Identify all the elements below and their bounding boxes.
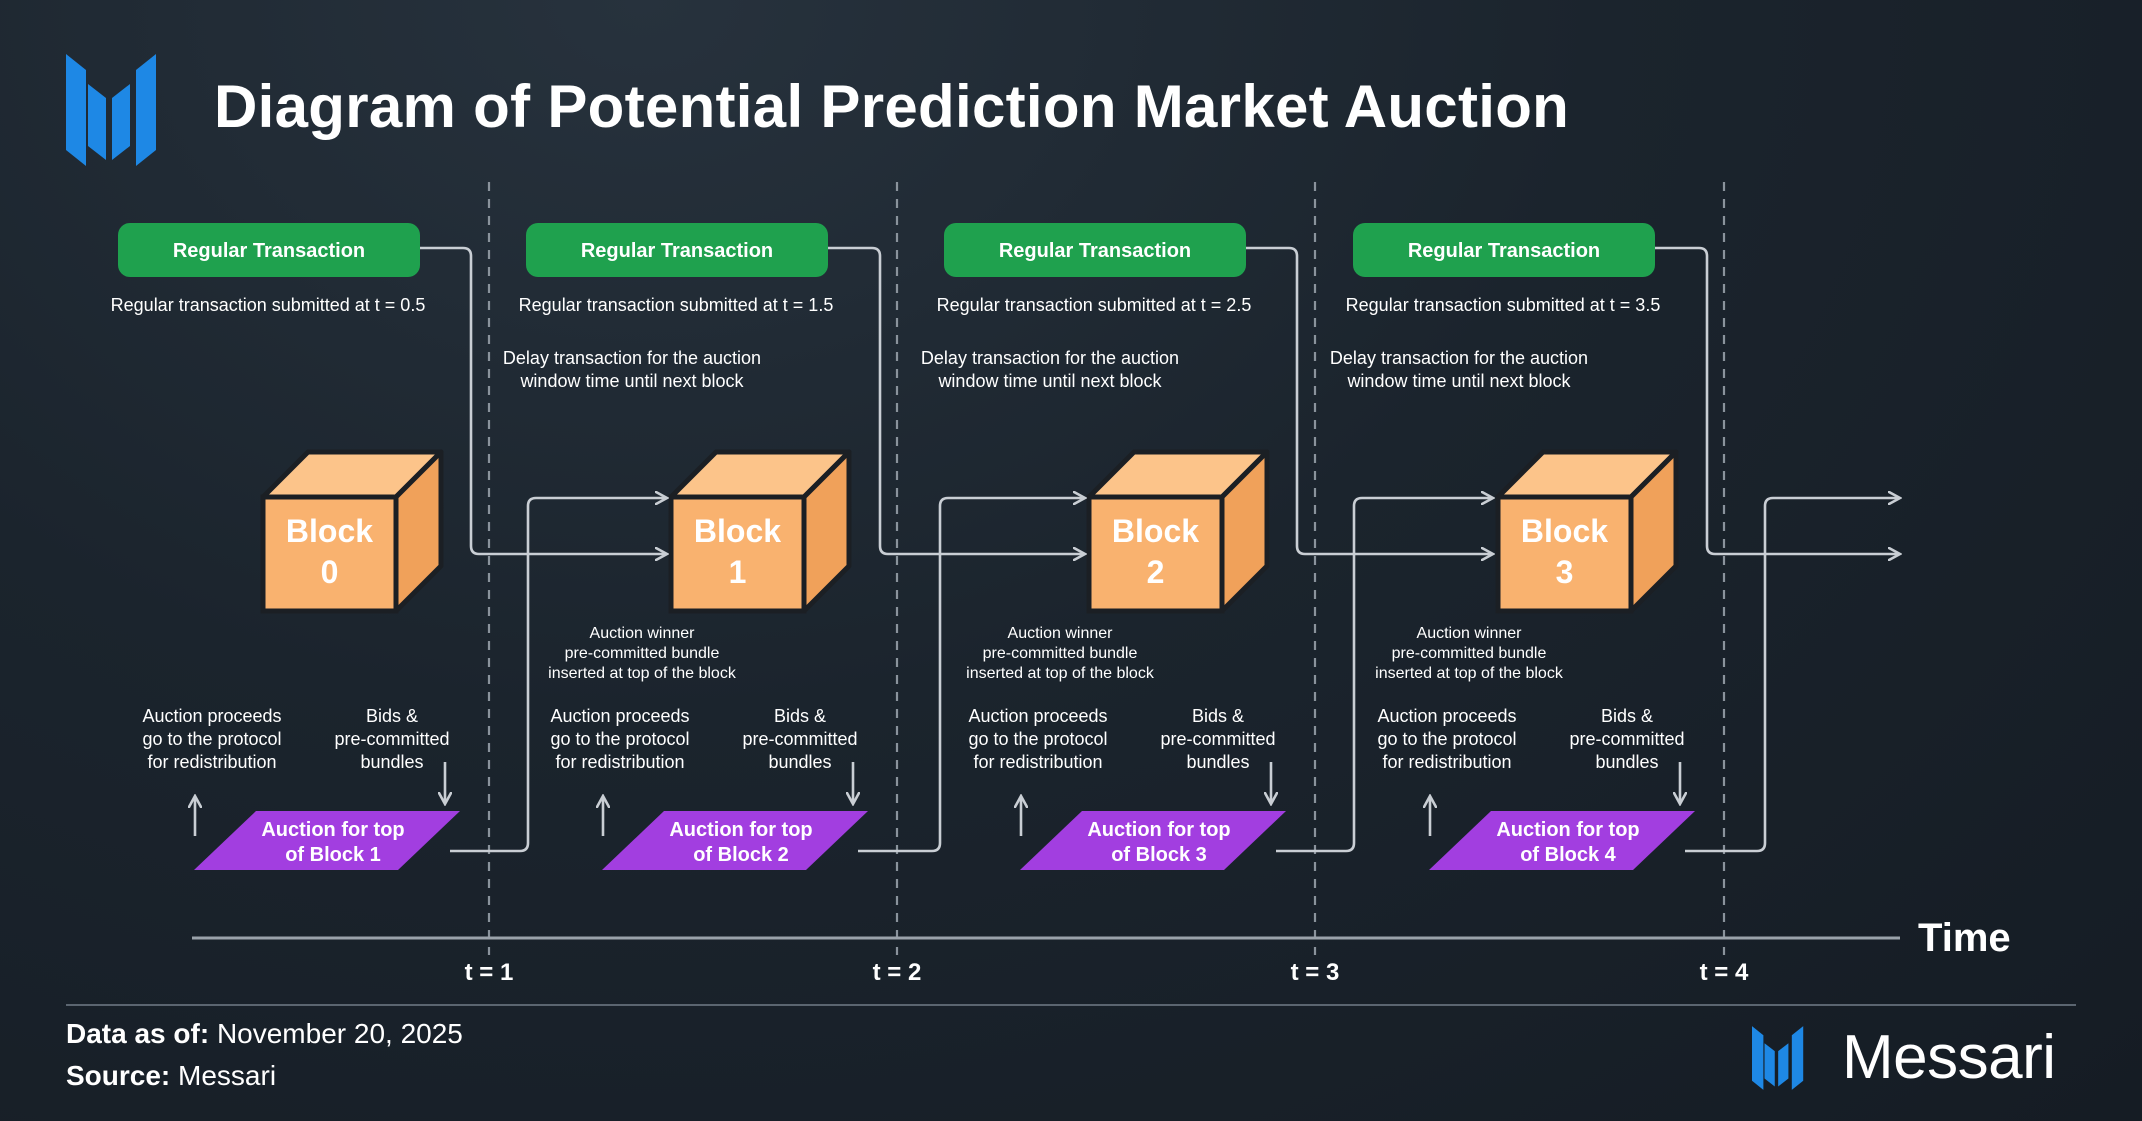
auction-winner-note: Auction winner pre-committed bundle insert…: [548, 625, 737, 682]
auction-flow-line: [1685, 498, 1900, 853]
time-label: t = 1: [465, 959, 514, 986]
submitted-note: Regular transaction submitted at t = 1.5: [519, 295, 834, 315]
proceeds-note: Auction proceeds go to the protocol for re…: [142, 706, 281, 772]
submitted-note: Regular transaction submitted at t = 2.5: [937, 295, 1252, 315]
bids-note: Bids & pre-committed bundles: [742, 706, 857, 772]
regular-transaction-label: Regular Transaction: [173, 240, 365, 262]
regular-transaction-label: Regular Transaction: [1408, 240, 1600, 262]
footer-divider: [66, 1004, 2076, 1006]
auction-flow-line: [1276, 498, 1493, 853]
submitted-note: Regular transaction submitted at t = 0.5: [111, 295, 426, 315]
delay-note: Delay transaction for the auction window …: [1330, 348, 1588, 391]
block-front-face: [1495, 494, 1634, 614]
block-number: 2: [1147, 554, 1165, 590]
bids-note: Bids & pre-committed bundles: [1160, 706, 1275, 772]
delay-note: Delay transaction for the auction window …: [921, 348, 1179, 391]
auction-parallelogram: [1429, 811, 1695, 870]
regular-transaction-label: Regular Transaction: [999, 240, 1191, 262]
block-front-face: [1086, 494, 1225, 614]
submitted-note: Regular transaction submitted at t = 3.5: [1346, 295, 1661, 315]
block-word: Block: [694, 513, 781, 549]
source-label: Source:: [66, 1060, 171, 1091]
time-label: t = 4: [1700, 959, 1749, 986]
time-label: t = 2: [873, 959, 922, 986]
proceeds-note: Auction proceeds go to the protocol for re…: [968, 706, 1107, 772]
transaction-flow-line: [1246, 246, 1493, 554]
block-number: 1: [729, 554, 747, 590]
delay-note: Delay transaction for the auction window …: [503, 348, 761, 391]
auction-parallelogram: [194, 811, 460, 870]
transaction-flow-line: [1655, 246, 1900, 554]
auction-label: Auction for top of Block 4: [1496, 819, 1639, 866]
auction-winner-note: Auction winner pre-committed bundle insert…: [966, 625, 1155, 682]
regular-transaction-pill: [118, 223, 420, 277]
block-word: Block: [286, 513, 373, 549]
auction-parallelogram: [1020, 811, 1286, 870]
time-axis-label: Time: [1918, 916, 2011, 960]
block-word: Block: [1112, 513, 1199, 549]
transaction-flow-line: [828, 246, 1085, 554]
bids-note: Bids & pre-committed bundles: [1569, 706, 1684, 772]
regular-transaction-label: Regular Transaction: [581, 240, 773, 262]
date-label: Data as of:: [66, 1018, 210, 1049]
auction-label: Auction for top of Block 2: [669, 819, 812, 866]
auction-label: Auction for top of Block 1: [261, 819, 404, 866]
regular-transaction-pill: [526, 223, 828, 277]
date-value: November 20, 2025: [216, 1018, 463, 1049]
brand-logo-icon: [1752, 1026, 1804, 1090]
regular-transaction-pill: [1353, 223, 1655, 277]
block-word: Block: [1521, 513, 1608, 549]
bids-note: Bids & pre-committed bundles: [334, 706, 449, 772]
time-label: t = 3: [1291, 959, 1340, 986]
source-line: Source: Messari: [66, 1060, 276, 1092]
transaction-flow-line: [420, 246, 667, 554]
auction-flow-line: [858, 498, 1085, 853]
block-front-face: [668, 494, 807, 614]
auction-parallelogram: [602, 811, 868, 870]
auction-winner-note: Auction winner pre-committed bundle insert…: [1375, 625, 1564, 682]
date-line: Data as of: November 20, 2025: [66, 1018, 463, 1050]
source-value: Messari: [178, 1060, 277, 1091]
proceeds-note: Auction proceeds go to the protocol for re…: [1377, 706, 1516, 772]
auction-flow-line: [450, 498, 667, 853]
brand-name: Messari: [1842, 1023, 2056, 1092]
block-number: 0: [321, 554, 339, 590]
page-title: Diagram of Potential Prediction Market A…: [214, 73, 1570, 140]
block-number: 3: [1556, 554, 1574, 590]
block-front-face: [260, 494, 399, 614]
regular-transaction-pill: [944, 223, 1246, 277]
proceeds-note: Auction proceeds go to the protocol for re…: [550, 706, 689, 772]
messari-logo-icon: [66, 54, 156, 166]
auction-label: Auction for top of Block 3: [1087, 819, 1230, 866]
